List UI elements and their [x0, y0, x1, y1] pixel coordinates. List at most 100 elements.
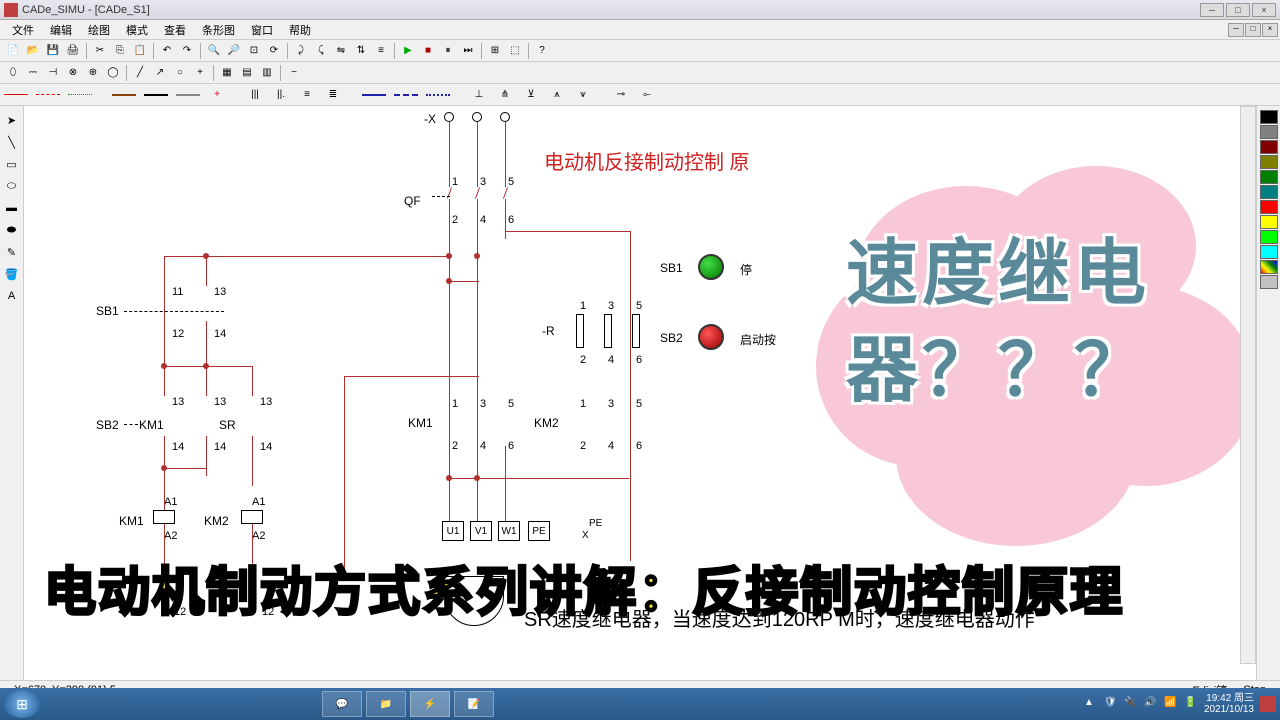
stop-icon[interactable]: ■ [419, 42, 437, 60]
mdi-close[interactable]: × [1262, 23, 1278, 37]
switch-icon[interactable]: ⎓ [24, 64, 42, 82]
line-plus-icon[interactable]: + [208, 86, 226, 104]
task-notepad[interactable]: 📝 [454, 691, 494, 717]
comp5-icon[interactable]: ⩛ [574, 86, 592, 104]
color-black[interactable] [1260, 110, 1278, 124]
window-icon[interactable]: ⊞ [486, 42, 504, 60]
task-wechat[interactable]: 💬 [322, 691, 362, 717]
pointer-icon[interactable]: ➤ [2, 110, 22, 130]
zoomfit-icon[interactable]: ⊡ [245, 42, 263, 60]
task-explorer[interactable]: 📁 [366, 691, 406, 717]
paste-icon[interactable]: 📋 [131, 42, 149, 60]
color-rainbow[interactable] [1260, 260, 1278, 274]
contact-icon[interactable]: ⊣ [44, 64, 62, 82]
menu-draw[interactable]: 绘图 [80, 20, 118, 40]
line-style-brown[interactable] [112, 94, 136, 96]
comp2-icon[interactable]: ⋔ [496, 86, 514, 104]
ellipse-tool-icon[interactable]: ⬭ [2, 176, 22, 196]
color-teal[interactable] [1260, 185, 1278, 199]
terminal1-icon[interactable]: ⊸ [612, 86, 630, 104]
color-gray[interactable] [1260, 125, 1278, 139]
new-icon[interactable]: 📄 [4, 42, 22, 60]
rect-tool-icon[interactable]: ▭ [2, 154, 22, 174]
color-lime[interactable] [1260, 230, 1278, 244]
start-button[interactable]: ⊞ [4, 690, 40, 718]
line-tool-icon[interactable]: ╲ [2, 132, 22, 152]
step-icon[interactable]: ⏭ [459, 42, 477, 60]
pattern1-icon[interactable]: ||| [246, 86, 264, 104]
rotate-left-icon[interactable]: ⤸ [292, 42, 310, 60]
menu-window[interactable]: 窗口 [243, 20, 281, 40]
color-maroon[interactable] [1260, 140, 1278, 154]
redo-icon[interactable]: ↷ [178, 42, 196, 60]
menu-file[interactable]: 文件 [4, 20, 42, 40]
button-sb2-red[interactable] [698, 324, 724, 350]
align-icon[interactable]: ≡ [372, 42, 390, 60]
button-sb1-green[interactable] [698, 254, 724, 280]
line-blue3[interactable] [426, 94, 450, 96]
text-tool-icon[interactable]: A [2, 286, 22, 306]
print-icon[interactable]: 🖨 [64, 42, 82, 60]
open-icon[interactable]: 📂 [24, 42, 42, 60]
grid2-icon[interactable]: ▤ [238, 64, 256, 82]
terminal2-icon[interactable]: ⟜ [638, 86, 656, 104]
fillellipse-tool-icon[interactable]: ⬬ [2, 220, 22, 240]
fuse-icon[interactable]: ⬯ [4, 64, 22, 82]
line-style-gray[interactable] [176, 94, 200, 96]
refresh-icon[interactable]: ⟳ [265, 42, 283, 60]
cursor-icon[interactable]: ⬚ [506, 42, 524, 60]
menu-edit[interactable]: 编辑 [42, 20, 80, 40]
motor-icon[interactable]: ◯ [104, 64, 122, 82]
canvas-area[interactable]: -X 电动机反接制动控制 原 QF 1 3 5 2 4 6 [24, 106, 1256, 680]
flip-h-icon[interactable]: ⇋ [332, 42, 350, 60]
line-style-red-dash[interactable] [36, 94, 60, 95]
zoomout-icon[interactable]: 🔎 [225, 42, 243, 60]
comp1-icon[interactable]: ⊥ [470, 86, 488, 104]
mdi-minimize[interactable]: ─ [1228, 23, 1244, 37]
arrow-icon[interactable]: ↗ [151, 64, 169, 82]
close-button[interactable]: × [1252, 3, 1276, 17]
grid3-icon[interactable]: ▥ [258, 64, 276, 82]
tray-network-icon[interactable]: 📶 [1164, 697, 1178, 711]
mdi-restore[interactable]: □ [1245, 23, 1261, 37]
pencil-tool-icon[interactable]: ✎ [2, 242, 22, 262]
menu-help[interactable]: 帮助 [281, 20, 319, 40]
color-silver[interactable] [1260, 275, 1278, 289]
lamp-icon[interactable]: ⊕ [84, 64, 102, 82]
circle-icon[interactable]: ○ [171, 64, 189, 82]
tray-security-icon[interactable]: 🛡 [1104, 697, 1118, 711]
task-cade[interactable]: ⚡ [410, 691, 450, 717]
menu-bar[interactable]: 条形图 [194, 20, 243, 40]
coil-icon[interactable]: ⊗ [64, 64, 82, 82]
fillrect-tool-icon[interactable]: ▬ [2, 198, 22, 218]
line-style-red-thin[interactable] [4, 94, 28, 95]
play-icon[interactable]: ▶ [399, 42, 417, 60]
undo-icon[interactable]: ↶ [158, 42, 176, 60]
color-olive[interactable] [1260, 155, 1278, 169]
pattern2-icon[interactable]: ||. [272, 86, 290, 104]
minimize-button[interactable]: ─ [1200, 3, 1224, 17]
line-blue2[interactable] [394, 94, 418, 96]
pattern3-icon[interactable]: ≡ [298, 86, 316, 104]
line-blue1[interactable] [362, 94, 386, 96]
help-icon[interactable]: ? [533, 42, 551, 60]
tray-up-icon[interactable]: ▲ [1084, 697, 1098, 711]
rotate-right-icon[interactable]: ⤹ [312, 42, 330, 60]
pause-icon[interactable]: ⏸ [439, 42, 457, 60]
maximize-button[interactable]: □ [1226, 3, 1250, 17]
tray-time[interactable]: 19:42 周三 [1204, 693, 1254, 704]
zoomin-icon[interactable]: 🔍 [205, 42, 223, 60]
color-red[interactable] [1260, 200, 1278, 214]
comp3-icon[interactable]: ⊻ [522, 86, 540, 104]
tray-action-icon[interactable] [1260, 696, 1276, 712]
minus-icon[interactable]: − [285, 64, 303, 82]
copy-icon[interactable]: ⎘ [111, 42, 129, 60]
color-green[interactable] [1260, 170, 1278, 184]
line-style-green-dot[interactable] [68, 94, 92, 95]
line-style-black[interactable] [144, 94, 168, 96]
save-icon[interactable]: 💾 [44, 42, 62, 60]
menu-view[interactable]: 查看 [156, 20, 194, 40]
color-cyan[interactable] [1260, 245, 1278, 259]
scrollbar-vertical[interactable] [1240, 106, 1256, 664]
grid1-icon[interactable]: ▦ [218, 64, 236, 82]
